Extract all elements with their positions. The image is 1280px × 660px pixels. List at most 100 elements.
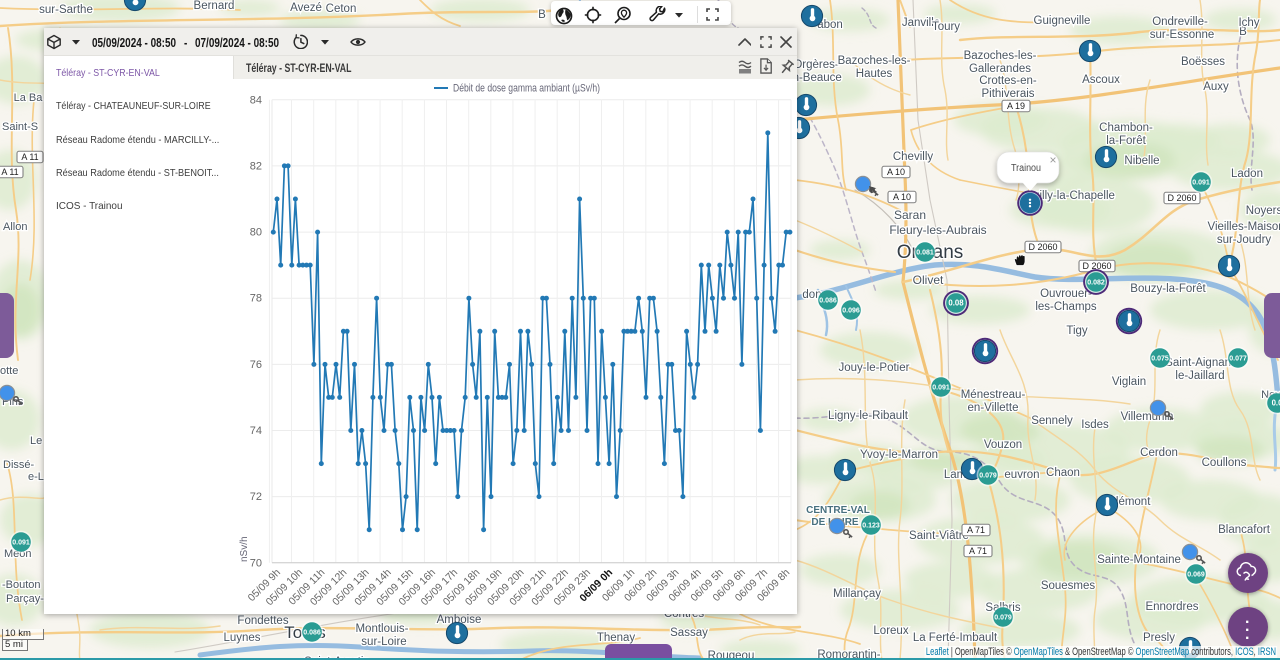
svg-text:Coullons: Coullons — [1202, 457, 1247, 469]
svg-text:Tigy: Tigy — [1066, 325, 1088, 337]
svg-text:Auxy: Auxy — [1203, 81, 1229, 93]
svg-text:Débit de dose gamma ambiant (µ: Débit de dose gamma ambiant (µSv/h) — [453, 83, 600, 95]
svg-text:Blancafort: Blancafort — [1218, 524, 1271, 536]
svg-text:Boësses: Boësses — [1181, 56, 1225, 68]
svg-text:la-Forêt: la-Forêt — [1106, 135, 1146, 147]
svg-text:Toury: Toury — [932, 21, 960, 33]
svg-text:e-L: e-L — [28, 471, 44, 483]
svg-text:Chevilly: Chevilly — [893, 151, 934, 163]
svg-text:sur-Essonne: sur-Essonne — [1150, 29, 1215, 41]
svg-text:Ladon: Ladon — [1231, 168, 1263, 180]
svg-text:A 10: A 10 — [893, 192, 911, 202]
svg-text:Presly: Presly — [1143, 632, 1175, 644]
svg-text:Saint-Viâtre: Saint-Viâtre — [909, 530, 969, 542]
svg-text:Parçay-: Parçay- — [6, 593, 44, 605]
svg-text:en-Villette: en-Villette — [968, 402, 1019, 414]
svg-text:Ouvrouer-: Ouvrouer- — [1040, 288, 1092, 300]
svg-text:sur-Loire: sur-Loire — [361, 636, 406, 648]
svg-text:Ceton: Ceton — [326, 3, 357, 15]
svg-text:Bouzy-la-Forêt: Bouzy-la-Forêt — [1130, 283, 1206, 295]
svg-text:D 2060: D 2060 — [1028, 242, 1057, 252]
svg-text:Isdes: Isdes — [1081, 419, 1109, 431]
svg-text:en-Beauce: en-Beauce — [786, 72, 842, 84]
svg-text:Ménestreau-: Ménestreau- — [961, 389, 1026, 401]
svg-text:0.096: 0.096 — [842, 308, 860, 315]
svg-text:Luynes: Luynes — [223, 632, 260, 644]
svg-text:Bernard: Bernard — [194, 0, 235, 12]
svg-text:Souesmes: Souesmes — [1041, 580, 1096, 592]
svg-text:Thenay: Thenay — [597, 632, 636, 644]
svg-text:Viglain: Viglain — [1112, 376, 1146, 388]
svg-text:D 2060: D 2060 — [1082, 261, 1111, 271]
svg-text:Ascoux: Ascoux — [1082, 74, 1120, 86]
svg-text:Cerdon: Cerdon — [1140, 447, 1178, 459]
svg-text:Bazoches-les-: Bazoches-les- — [838, 55, 911, 67]
svg-text:0.081: 0.081 — [916, 250, 934, 257]
svg-text:euvron: euvron — [1004, 469, 1039, 481]
svg-text:A 11: A 11 — [1, 167, 18, 177]
svg-text:Pithiverais: Pithiverais — [981, 88, 1034, 100]
svg-text:0.082: 0.082 — [1087, 280, 1105, 287]
svg-text:0.086: 0.086 — [819, 298, 837, 305]
svg-text:Montlouis-: Montlouis- — [355, 623, 408, 635]
svg-text:Ennordres: Ennordres — [1145, 601, 1198, 613]
svg-text:Chambon-: Chambon- — [1099, 122, 1153, 134]
svg-text:Orgères-: Orgères- — [793, 59, 839, 71]
svg-text:Dissé-: Dissé- — [3, 459, 35, 471]
svg-text:Bazoches-les-: Bazoches-les- — [964, 50, 1037, 62]
svg-text:D 2060: D 2060 — [1167, 193, 1196, 203]
svg-text:Noyers: Noyers — [1246, 205, 1280, 217]
svg-text:les-Champs: les-Champs — [1035, 301, 1097, 313]
svg-text:Fondettes: Fondettes — [237, 615, 288, 627]
svg-text:sur-Joudry: sur-Joudry — [1217, 234, 1272, 246]
svg-text:Loreux: Loreux — [873, 625, 908, 637]
svg-text:70: 70 — [250, 557, 262, 569]
svg-text:0.0: 0.0 — [1272, 399, 1280, 408]
svg-text:nSv/h: nSv/h — [239, 536, 250, 562]
svg-text:Nibelle: Nibelle — [1124, 155, 1159, 167]
svg-text:Ondreville-: Ondreville- — [1152, 16, 1208, 28]
svg-text:Rougeou: Rougeou — [708, 650, 755, 660]
svg-text:84: 84 — [250, 94, 262, 106]
svg-text:B: B — [538, 9, 546, 21]
svg-text:0.079: 0.079 — [979, 473, 997, 480]
svg-text:le-Jaillard: le-Jaillard — [1175, 370, 1224, 382]
svg-text:×: × — [1049, 153, 1056, 167]
svg-text:Saint-Aignan-: Saint-Aignan- — [1165, 357, 1235, 369]
svg-text:0.086: 0.086 — [303, 630, 321, 637]
svg-text:82: 82 — [250, 160, 262, 172]
svg-text:Sennely: Sennely — [1031, 415, 1073, 427]
svg-text:Allon: Allon — [3, 221, 27, 233]
svg-text:Ichy: Ichy — [1238, 17, 1259, 29]
svg-text:Sassay: Sassay — [670, 627, 708, 639]
svg-text:A 11: A 11 — [21, 152, 38, 162]
svg-text:0.075: 0.075 — [1151, 356, 1169, 363]
svg-text:Olivet: Olivet — [913, 273, 944, 287]
svg-text:Avezé: Avezé — [290, 2, 322, 14]
svg-text:0.091: 0.091 — [12, 540, 30, 547]
svg-text:0.091: 0.091 — [932, 385, 950, 392]
svg-text:Vouzon: Vouzon — [984, 439, 1022, 451]
svg-text:Yvoy-le-Marron: Yvoy-le-Marron — [860, 449, 938, 461]
svg-text:A 10: A 10 — [887, 167, 905, 177]
svg-text:Jouy-le-Potier: Jouy-le-Potier — [839, 362, 910, 374]
svg-text:Saran: Saran — [894, 208, 926, 222]
svg-text:CENTRE-VAL: CENTRE-VAL — [806, 505, 870, 516]
svg-text:76: 76 — [250, 359, 262, 371]
svg-text:-Bouton: -Bouton — [2, 579, 41, 591]
svg-text:Saint-S: Saint-S — [2, 121, 38, 133]
svg-text:Crottes-en-: Crottes-en- — [979, 75, 1037, 87]
svg-text:Janville: Janville — [902, 17, 940, 29]
svg-text:Vieilles-Maison-: Vieilles-Maison- — [1208, 221, 1280, 233]
svg-text:0.077: 0.077 — [1229, 356, 1247, 363]
svg-text:Millançay: Millançay — [833, 588, 881, 600]
svg-text:Romorantin-: Romorantin- — [817, 649, 880, 660]
svg-text:Trainou: Trainou — [1011, 163, 1041, 174]
svg-text:78: 78 — [250, 293, 262, 305]
svg-text:0.069: 0.069 — [1187, 572, 1205, 579]
svg-text:B: B — [1239, 26, 1247, 38]
svg-text:0.091: 0.091 — [1192, 180, 1210, 187]
svg-text:80: 80 — [250, 227, 262, 239]
svg-text:uilly-la-Chapelle: uilly-la-Chapelle — [1033, 190, 1115, 202]
svg-text:0.123: 0.123 — [862, 523, 880, 530]
